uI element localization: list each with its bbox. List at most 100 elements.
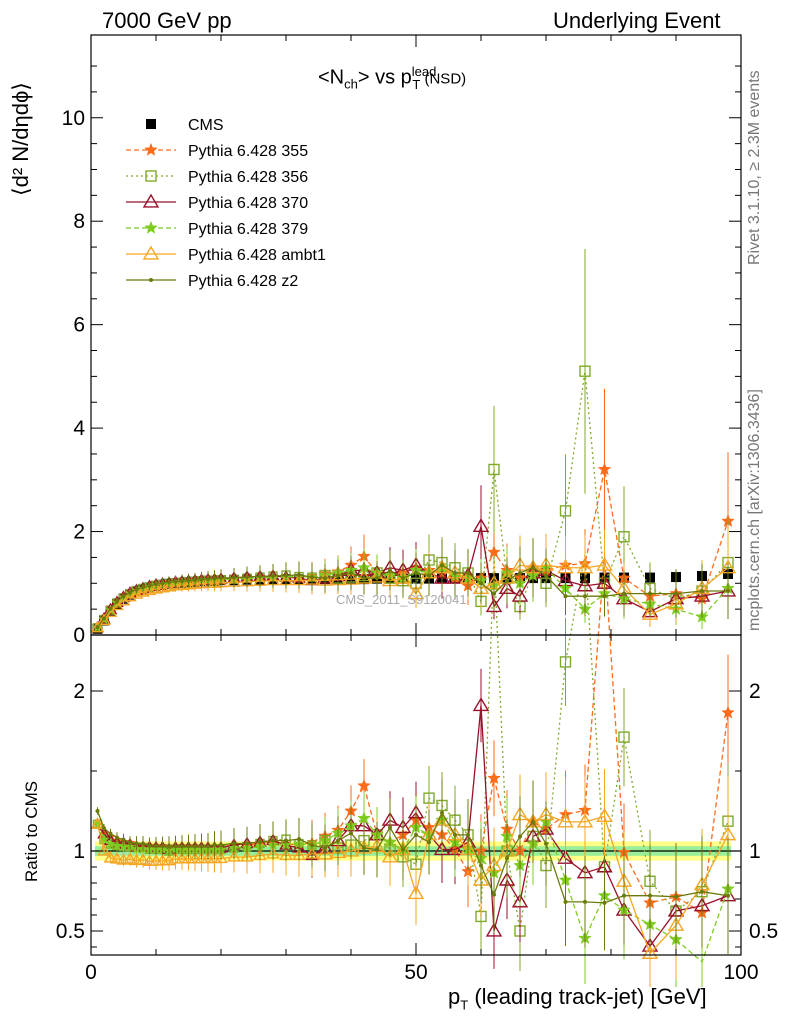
ratio-point xyxy=(212,842,217,847)
data-point xyxy=(271,574,275,579)
data-point xyxy=(141,585,145,590)
legend-marker xyxy=(144,142,158,156)
ratio-point xyxy=(206,844,210,849)
ratio-point xyxy=(381,848,399,863)
ratio-point xyxy=(214,851,228,864)
legend-marker xyxy=(149,278,153,282)
ratio-line xyxy=(96,554,729,932)
ratio-tick-label-right: 1 xyxy=(749,840,761,863)
legend-marker xyxy=(145,170,157,182)
legend-marker xyxy=(142,193,160,208)
ratio-point xyxy=(181,851,196,864)
data-point xyxy=(726,589,730,594)
series-pythia-6-428-z2 xyxy=(95,538,730,954)
ratio-point xyxy=(134,841,139,846)
data-point xyxy=(485,598,503,613)
data-point xyxy=(544,573,548,578)
ratio-tick-label: 2 xyxy=(73,680,85,703)
data-point xyxy=(597,462,612,476)
legend-label: Pythia 6.428 z2 xyxy=(188,273,298,290)
data-point xyxy=(375,576,379,581)
ratio-point xyxy=(453,832,457,837)
data-point xyxy=(284,573,288,578)
ratio-point xyxy=(201,851,215,864)
header-right: Underlying Event xyxy=(553,8,721,33)
legend-label: Pythia 6.428 355 xyxy=(188,143,308,160)
ratio-point xyxy=(103,850,118,863)
y-tick-label: 4 xyxy=(73,417,85,440)
data-point xyxy=(323,576,327,581)
ratio-point xyxy=(362,846,366,851)
ratio-point xyxy=(336,838,340,843)
ratio-point xyxy=(433,841,451,856)
data-point xyxy=(492,591,496,596)
data-point xyxy=(90,620,105,633)
legend-label: Pythia 6.428 ambt1 xyxy=(188,247,326,264)
ratio-point xyxy=(622,893,626,898)
x-tick-label: 100 xyxy=(723,961,758,984)
ratio-point xyxy=(349,831,353,836)
legend-entry: Pythia 6.428 ambt1 xyxy=(126,245,326,264)
ratio-point xyxy=(284,838,288,843)
ratio-point xyxy=(136,853,150,865)
ratio-point xyxy=(167,844,171,849)
ratio-point xyxy=(440,810,444,815)
ratio-point xyxy=(427,840,431,845)
ratio-point xyxy=(271,838,275,843)
mcplots-label: mcplots.cern.ch [arXiv:1306.3436] xyxy=(746,389,763,631)
legend-entry: Pythia 6.428 355 xyxy=(126,142,308,160)
ratio-point xyxy=(186,844,191,849)
y-tick-label: 2 xyxy=(73,521,85,544)
ratio-point xyxy=(297,837,301,842)
ratio-line xyxy=(96,554,729,914)
ratio-point xyxy=(576,813,594,828)
data-point xyxy=(583,594,587,599)
y-tick-label: 6 xyxy=(73,314,85,337)
ratio-point xyxy=(245,841,249,846)
ratio-point xyxy=(544,841,548,846)
ratio-line xyxy=(96,817,729,963)
ratio-point xyxy=(219,842,223,847)
ratio-point xyxy=(193,844,197,849)
data-point xyxy=(115,599,119,604)
data-point xyxy=(258,574,262,579)
ratio-point xyxy=(141,841,145,846)
series-pythia-6-428-370 xyxy=(90,485,737,987)
x-tick-label: 50 xyxy=(404,961,427,984)
ratio-point xyxy=(401,847,405,852)
data-point xyxy=(427,573,431,578)
plot-frames xyxy=(90,34,742,956)
ratio-point xyxy=(388,825,392,830)
ratio-point xyxy=(188,851,202,864)
ratio-axis-label: Ratio to CMS xyxy=(22,780,41,882)
data-point xyxy=(388,568,392,573)
data-point xyxy=(618,531,630,543)
data-point xyxy=(128,590,132,595)
ratio-point xyxy=(407,885,425,900)
data-point xyxy=(440,563,444,568)
legend-label: Pythia 6.428 356 xyxy=(188,169,308,186)
ratio-point xyxy=(583,899,587,904)
ratio-point xyxy=(485,922,503,937)
ratio-point xyxy=(674,894,678,899)
ratio-point xyxy=(487,771,501,785)
plot-title-part: > vs p xyxy=(357,66,412,89)
y-tick-label: 0 xyxy=(73,624,85,647)
legend-label: Pythia 6.428 370 xyxy=(188,195,308,212)
data-point xyxy=(414,570,418,575)
ratio-point xyxy=(726,893,730,898)
data-point xyxy=(505,578,509,583)
ratio-point xyxy=(375,847,379,852)
data-point xyxy=(407,585,425,600)
ratio-point xyxy=(104,838,117,849)
ratio-tick-label-right: 2 xyxy=(749,680,761,703)
ratio-point xyxy=(123,852,137,864)
data-point xyxy=(108,606,113,611)
y-axis-label: ⟨d² N/dηdϕ⟩ xyxy=(8,82,33,196)
data-point xyxy=(193,578,197,583)
y-tick-label: 8 xyxy=(73,210,85,233)
ratio-point xyxy=(323,846,327,851)
ratio-point xyxy=(700,889,704,894)
data-point xyxy=(103,605,118,617)
ratio-point xyxy=(721,705,735,719)
